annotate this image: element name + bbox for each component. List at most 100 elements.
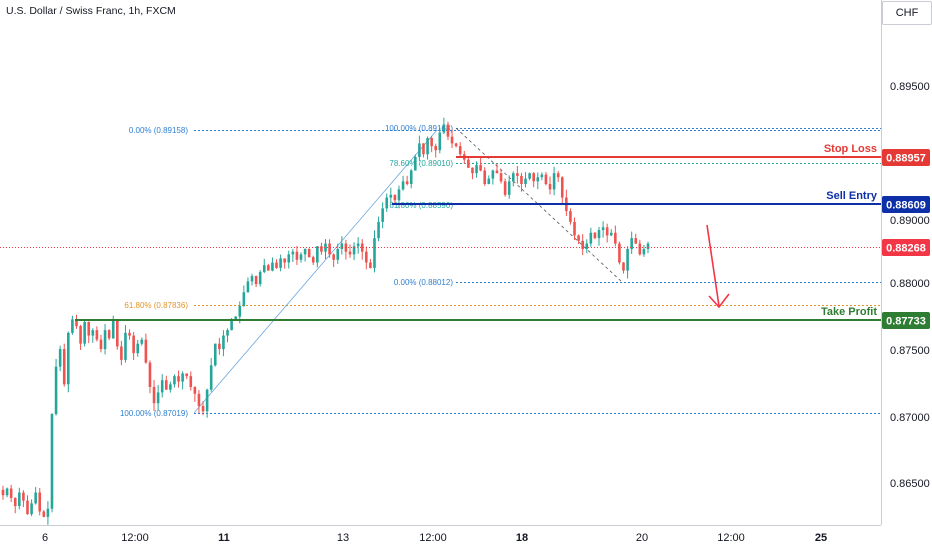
take-profit-level[interactable]: Take Profit <box>75 306 881 321</box>
stop-loss-price-tag: 0.88957 <box>882 149 930 166</box>
candle-body <box>593 232 597 239</box>
candle-body <box>71 319 74 333</box>
candle-body <box>597 230 601 239</box>
candle-body <box>42 511 46 517</box>
candle <box>377 216 380 242</box>
candle-body <box>446 124 450 137</box>
candle-body <box>67 332 70 385</box>
candle <box>622 262 625 274</box>
candle <box>450 129 454 149</box>
candle-body <box>209 365 213 390</box>
candle-body <box>258 271 262 285</box>
candle-body <box>377 221 380 239</box>
candle <box>13 497 17 514</box>
candle <box>360 239 364 260</box>
candle-body <box>552 173 556 190</box>
candle-body <box>275 262 278 268</box>
candle-body <box>58 349 62 367</box>
candle <box>483 167 487 186</box>
candle <box>585 239 589 254</box>
fib-retracement-up[interactable]: 0.00% (0.89158) 61.80% (0.87836) 100.00%… <box>120 126 881 418</box>
candle <box>1 485 5 500</box>
candle <box>67 331 70 393</box>
y-tick-label: 0.89000 <box>890 215 930 227</box>
candle <box>495 163 499 174</box>
candle-body <box>124 332 127 360</box>
candle-body <box>516 173 519 176</box>
candle-body <box>454 143 458 147</box>
candle-body <box>107 330 111 339</box>
fib-label: 0.00% (0.89158) <box>129 126 188 135</box>
candle-body <box>246 281 250 293</box>
candle-body <box>262 265 266 272</box>
candle-body <box>426 138 429 155</box>
candle <box>234 315 237 320</box>
candle-body <box>185 373 189 377</box>
candle <box>258 270 262 287</box>
sell-entry-level[interactable]: Sell Entry <box>392 190 881 205</box>
down-arrow-icon[interactable] <box>706 224 730 309</box>
candle <box>511 171 515 187</box>
candle <box>393 194 397 204</box>
candle <box>381 202 384 229</box>
candle <box>144 333 148 364</box>
candle-body <box>205 389 209 412</box>
candle-body <box>1 489 5 496</box>
candle-body <box>397 189 401 201</box>
candle <box>120 340 123 366</box>
svg-text:0.87733: 0.87733 <box>886 316 926 328</box>
candle-body <box>348 251 352 255</box>
stop-loss-level[interactable]: Stop Loss <box>456 143 881 158</box>
candle <box>471 167 474 180</box>
fib-label: 0.00% (0.88012) <box>394 278 453 287</box>
candle-body <box>279 258 282 268</box>
candle-body <box>495 170 499 174</box>
candle-body <box>430 138 433 147</box>
candle-body <box>189 376 193 387</box>
candle-body <box>324 243 327 252</box>
y-tick-label: 0.87500 <box>890 345 930 357</box>
fib-retracement-down[interactable]: 100.00% (0.89168) 78.60% (0.89010) 61.80… <box>385 124 881 287</box>
candle <box>614 225 617 247</box>
candle-body <box>450 136 454 144</box>
candle <box>507 175 511 199</box>
candle-body <box>381 208 384 222</box>
svg-text:0.88957: 0.88957 <box>886 153 926 165</box>
candle <box>524 172 527 188</box>
candle-body <box>536 177 540 182</box>
x-tick-label: 6 <box>42 532 48 544</box>
candle-body <box>87 322 91 336</box>
currency-selector[interactable]: CHF <box>882 1 932 25</box>
candle <box>569 208 572 225</box>
candle-body <box>148 362 152 387</box>
candlestick-series <box>1 117 650 525</box>
candle <box>18 487 21 510</box>
candle <box>503 178 507 197</box>
candle <box>193 386 197 402</box>
candle <box>601 221 605 238</box>
candle <box>356 237 360 254</box>
candle-body <box>442 124 446 133</box>
candle-body <box>589 232 593 244</box>
candle-body <box>136 343 140 354</box>
candle <box>250 273 254 286</box>
candle <box>597 226 601 246</box>
candle-body <box>475 165 478 174</box>
candle <box>536 172 540 190</box>
candle-body <box>267 265 270 271</box>
candle <box>467 156 470 169</box>
candle <box>177 370 180 388</box>
candle <box>405 175 409 186</box>
candle <box>324 239 327 260</box>
candle <box>409 168 413 189</box>
candle-body <box>540 174 544 178</box>
candle-body <box>528 173 531 179</box>
candle <box>528 172 531 181</box>
candle-body <box>50 414 54 509</box>
candle <box>365 246 368 270</box>
candle <box>438 127 442 154</box>
y-tick-label: 0.89500 <box>890 81 930 93</box>
current-price-tag: 0.88268 <box>882 239 930 256</box>
candle-body <box>458 146 462 155</box>
